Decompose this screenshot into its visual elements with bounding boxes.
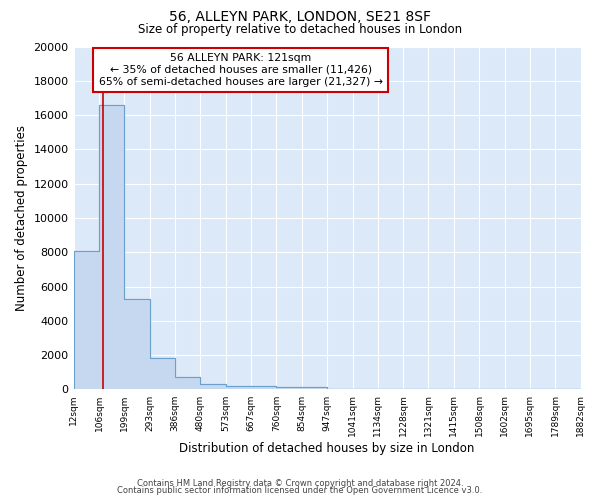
Y-axis label: Number of detached properties: Number of detached properties [15, 125, 28, 311]
Text: 56 ALLEYN PARK: 121sqm
← 35% of detached houses are smaller (11,426)
65% of semi: 56 ALLEYN PARK: 121sqm ← 35% of detached… [99, 54, 383, 86]
Text: 56, ALLEYN PARK, LONDON, SE21 8SF: 56, ALLEYN PARK, LONDON, SE21 8SF [169, 10, 431, 24]
Polygon shape [74, 105, 581, 390]
Text: Contains public sector information licensed under the Open Government Licence v3: Contains public sector information licen… [118, 486, 482, 495]
X-axis label: Distribution of detached houses by size in London: Distribution of detached houses by size … [179, 442, 475, 455]
Text: Size of property relative to detached houses in London: Size of property relative to detached ho… [138, 22, 462, 36]
Text: Contains HM Land Registry data © Crown copyright and database right 2024.: Contains HM Land Registry data © Crown c… [137, 478, 463, 488]
